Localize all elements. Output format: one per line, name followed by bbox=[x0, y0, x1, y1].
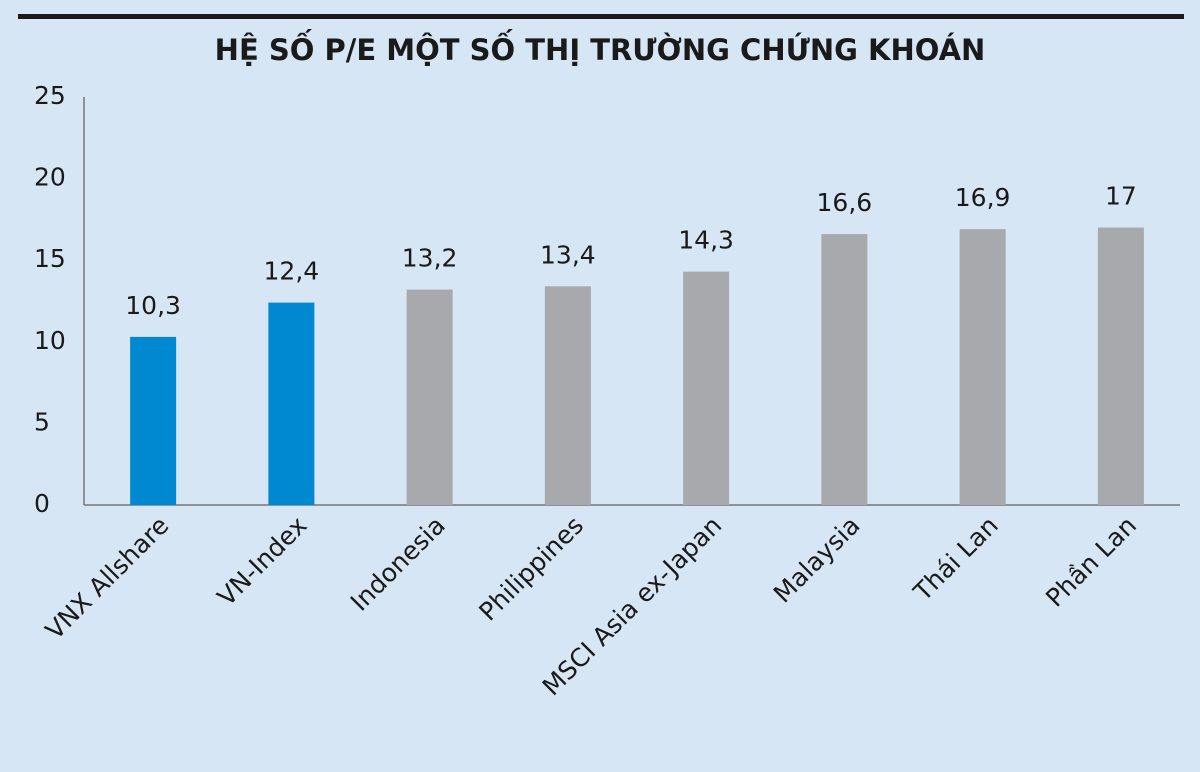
top-rule bbox=[18, 14, 1184, 19]
value-label: 13,2 bbox=[402, 244, 458, 273]
chart-title: HỆ SỐ P/E MỘT SỐ THỊ TRƯỜNG CHỨNG KHOÁN bbox=[215, 29, 986, 67]
y-tick-label: 15 bbox=[34, 244, 66, 273]
value-label: 13,4 bbox=[540, 240, 596, 269]
value-label: 10,3 bbox=[125, 291, 181, 320]
y-tick-label: 0 bbox=[34, 489, 50, 518]
value-label: 16,6 bbox=[817, 188, 873, 217]
bar bbox=[406, 289, 453, 505]
bar bbox=[683, 271, 730, 505]
x-tick-label: Thái Lan bbox=[907, 511, 1003, 607]
bar bbox=[1097, 227, 1144, 505]
x-tick-label: Philippines bbox=[473, 511, 589, 627]
value-label: 17 bbox=[1105, 182, 1137, 211]
x-tick-label: Malaysia bbox=[768, 511, 866, 609]
y-tick-label: 25 bbox=[34, 81, 66, 110]
x-tick-label: Phần Lan bbox=[1040, 511, 1142, 613]
bar bbox=[544, 286, 591, 505]
x-tick-label: VN-Index bbox=[212, 511, 313, 612]
x-tick-label: VNX Allshare bbox=[40, 511, 174, 645]
value-label: 12,4 bbox=[264, 257, 320, 286]
bar bbox=[268, 302, 315, 505]
value-label: 16,9 bbox=[955, 183, 1011, 212]
x-tick-label: Indonesia bbox=[345, 511, 451, 617]
bar bbox=[821, 234, 868, 505]
y-tick-label: 10 bbox=[34, 326, 66, 355]
y-tick-label: 20 bbox=[34, 163, 66, 192]
bar bbox=[959, 229, 1006, 505]
y-tick-label: 5 bbox=[34, 407, 50, 436]
bar bbox=[130, 336, 177, 505]
value-label: 14,3 bbox=[678, 226, 734, 255]
